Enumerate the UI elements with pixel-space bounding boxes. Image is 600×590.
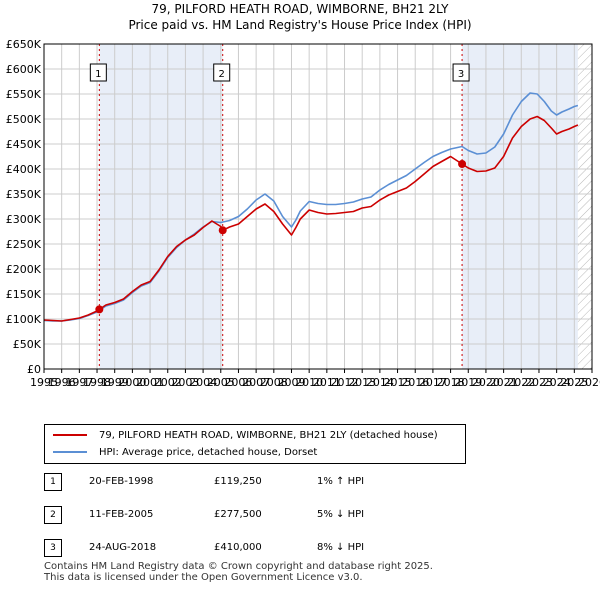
sale-price: £277,500 [214,509,262,520]
x-tick-label: 1997 [65,376,93,389]
legend-swatch-property [53,434,87,436]
y-tick-label: £0 [27,363,41,376]
plot-frame [43,43,593,370]
sale-marker-label: 1 [95,69,101,80]
footer-licence: This data is licensed under the Open Gov… [44,572,363,583]
sale-marker-label: 2 [219,69,225,80]
sale-date: 20-FEB-1998 [89,476,154,487]
x-tick-label: 2020 [472,376,500,389]
sale-number-badge: 2 [44,506,62,524]
x-tick-label: 2012 [331,376,359,389]
x-tick-label: 2022 [507,376,535,389]
legend-label-property: 79, PILFORD HEATH ROAD, WIMBORNE, BH21 2… [99,429,438,441]
sale-price: £119,250 [214,476,262,487]
x-tick-label: 2009 [277,376,305,389]
sale-point [458,160,467,168]
sale-row: 3 24-AUG-2018 £410,000 8% ↓ HPI [44,539,464,557]
x-tick-label: 2001 [136,376,164,389]
sale-date: 11-FEB-2005 [89,509,154,520]
x-tick-label: 2019 [454,376,482,389]
sale-date: 24-AUG-2018 [89,542,157,553]
x-tick-label: 1996 [48,376,76,389]
x-tick-label: 2023 [525,376,553,389]
x-tick-label: 2004 [189,376,217,389]
hpi-line [43,92,579,322]
sale-point [218,226,227,235]
x-tick-label: 2007 [242,376,270,389]
sale-number-badge: 1 [44,473,62,491]
x-tick-label: 2018 [437,376,465,389]
y-tick-label: £500K [6,113,42,126]
y-tick-label: £350K [6,188,42,201]
footer: Contains HM Land Registry data © Crown c… [44,561,433,583]
sale-marker-box [89,63,107,82]
x-tick-label: 2008 [260,376,288,389]
legend: 79, PILFORD HEATH ROAD, WIMBORNE, BH21 2… [44,424,466,464]
property-price-line [43,115,579,322]
x-tick-label: 2014 [366,376,394,389]
y-tick-label: £150K [6,288,42,301]
x-tick-label: 2006 [224,376,252,389]
x-tick-label: 2005 [207,376,235,389]
legend-swatch-hpi [53,451,87,453]
chart-subtitle: Price paid vs. HM Land Registry's House … [128,18,472,32]
y-tick-label: £450K [6,138,42,151]
sale-row: 1 20-FEB-1998 £119,250 1% ↑ HPI [44,473,464,491]
legend-item-property: 79, PILFORD HEATH ROAD, WIMBORNE, BH21 2… [53,427,438,443]
x-tick-label: 1998 [83,376,111,389]
x-tick-label: 2000 [118,376,146,389]
shaded-period [99,44,223,369]
x-tick-label: 2026 [578,376,600,389]
shaded-period [462,44,578,369]
y-tick-label: £650K [6,38,42,51]
y-tick-label: £600K [6,63,42,76]
sale-hpi-diff: 8% ↓ HPI [317,542,365,553]
y-tick-label: £400K [6,163,42,176]
x-tick-label: 2015 [384,376,412,389]
footer-copyright: Contains HM Land Registry data © Crown c… [44,561,433,572]
x-tick-label: 2013 [348,376,376,389]
x-tick-label: 2003 [171,376,199,389]
x-tick-label: 1999 [101,376,129,389]
sale-point [95,305,104,314]
y-tick-label: £200K [6,263,42,276]
y-tick-label: £550K [6,88,42,101]
sale-number-badge: 3 [44,539,62,557]
x-tick-label: 2017 [419,376,447,389]
x-tick-label: 1995 [30,376,58,389]
hatched-region [577,44,592,369]
y-tick-label: £250K [6,238,42,251]
x-tick-label: 2010 [295,376,323,389]
sale-price: £410,000 [214,542,262,553]
y-tick-label: £50K [13,338,42,351]
y-tick-label: £300K [6,213,42,226]
x-tick-label: 2025 [560,376,588,389]
sale-marker-box [213,63,231,82]
sale-hpi-diff: 1% ↑ HPI [317,476,365,487]
sale-marker-box [452,63,470,82]
x-tick-label: 2011 [313,376,341,389]
price-chart: 1 2 3 £0 £50K £100K £150K £200K £250K £300K £350K… [6,38,600,389]
chart-title: 79, PILFORD HEATH ROAD, WIMBORNE, BH21 2… [151,2,449,16]
x-tick-label: 2024 [543,376,571,389]
legend-label-hpi: HPI: Average price, detached house, Dors… [99,446,318,458]
y-tick-label: £100K [6,313,42,326]
x-tick-label: 2002 [154,376,182,389]
sale-row: 2 11-FEB-2005 £277,500 5% ↓ HPI [44,506,464,524]
x-tick-label: 2021 [490,376,518,389]
sale-marker-label: 3 [458,69,464,80]
sale-hpi-diff: 5% ↓ HPI [317,509,365,520]
legend-item-hpi: HPI: Average price, detached house, Dors… [53,444,317,460]
x-tick-label: 2016 [401,376,429,389]
